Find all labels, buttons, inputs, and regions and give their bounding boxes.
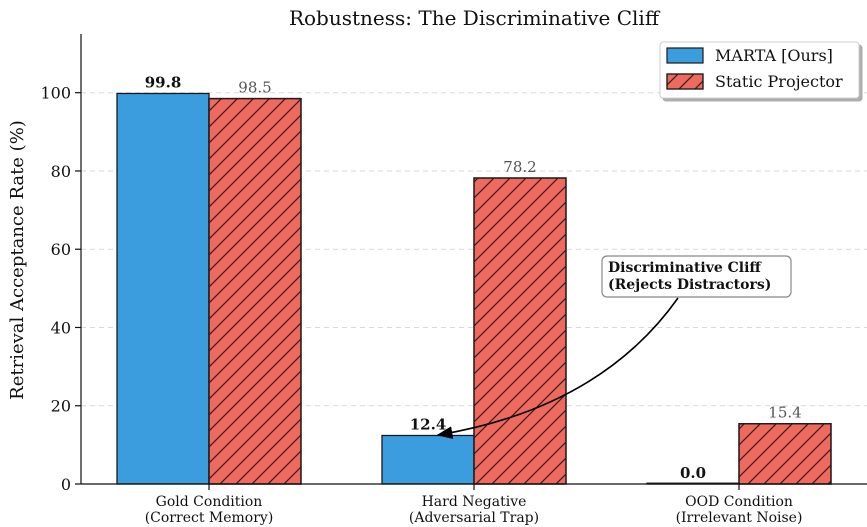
bar-hatch-static-0 bbox=[208, 97, 302, 485]
x-tick-label-1-line-0: Hard Negative bbox=[422, 494, 527, 510]
legend-swatch-static-hatch bbox=[666, 73, 704, 90]
legend: MARTA [Ours] Static Projector bbox=[659, 41, 860, 99]
y-axis-label: Retrieval Acceptance Rate (%) bbox=[7, 120, 28, 400]
bar-marta-0 bbox=[116, 92, 210, 485]
y-tick-label-80: 80 bbox=[51, 162, 71, 181]
data-label-marta-2: 0.0 bbox=[680, 464, 706, 482]
data-label-marta-0: 99.8 bbox=[145, 73, 182, 91]
legend-swatch-marta bbox=[666, 47, 704, 64]
y-tick-label-0: 0 bbox=[61, 475, 71, 494]
x-tick-label-0-line-0: Gold Condition bbox=[156, 494, 263, 510]
y-tick-label-60: 60 bbox=[51, 240, 71, 259]
annotation-box bbox=[601, 255, 792, 298]
y-tick-label-20: 20 bbox=[51, 397, 71, 416]
x-tick-label-0-line-1: (Correct Memory) bbox=[145, 510, 274, 526]
y-tick-label-40: 40 bbox=[51, 318, 71, 337]
bar-hatch-static-1 bbox=[473, 177, 567, 485]
axes: 0 20 40 60 80 100 Gold Condition(Correct Memor… bbox=[40, 34, 867, 526]
x-tick-label-2-line-0: OOD Condition bbox=[685, 494, 793, 510]
legend-box bbox=[659, 41, 860, 99]
annotation-arrow bbox=[436, 297, 679, 439]
data-label-marta-1: 12.4 bbox=[410, 415, 447, 433]
x-tick-label-1-line-1: (Adversarial Trap) bbox=[409, 510, 539, 526]
annotation-line-1: Discriminative Cliff bbox=[608, 260, 762, 276]
chart-title: Robustness: The Discriminative Cliff bbox=[289, 6, 661, 30]
x-tick-label-2-line-1: (Irrelevant Noise) bbox=[676, 510, 803, 526]
y-tick-label-100: 100 bbox=[40, 84, 71, 103]
data-label-static-1: 78.2 bbox=[503, 158, 536, 176]
bars bbox=[116, 92, 832, 485]
data-label-static-0: 98.5 bbox=[238, 79, 271, 97]
annotation: Discriminative Cliff (Rejects Distractor… bbox=[436, 255, 792, 439]
legend-label-marta: MARTA [Ours] bbox=[715, 46, 833, 65]
data-label-static-2: 15.4 bbox=[768, 404, 801, 422]
bar-hatch-static-2 bbox=[738, 423, 832, 485]
annotation-line-2: (Rejects Distractors) bbox=[608, 277, 771, 293]
bar-marta-1 bbox=[381, 434, 475, 485]
legend-label-static: Static Projector bbox=[715, 72, 843, 91]
